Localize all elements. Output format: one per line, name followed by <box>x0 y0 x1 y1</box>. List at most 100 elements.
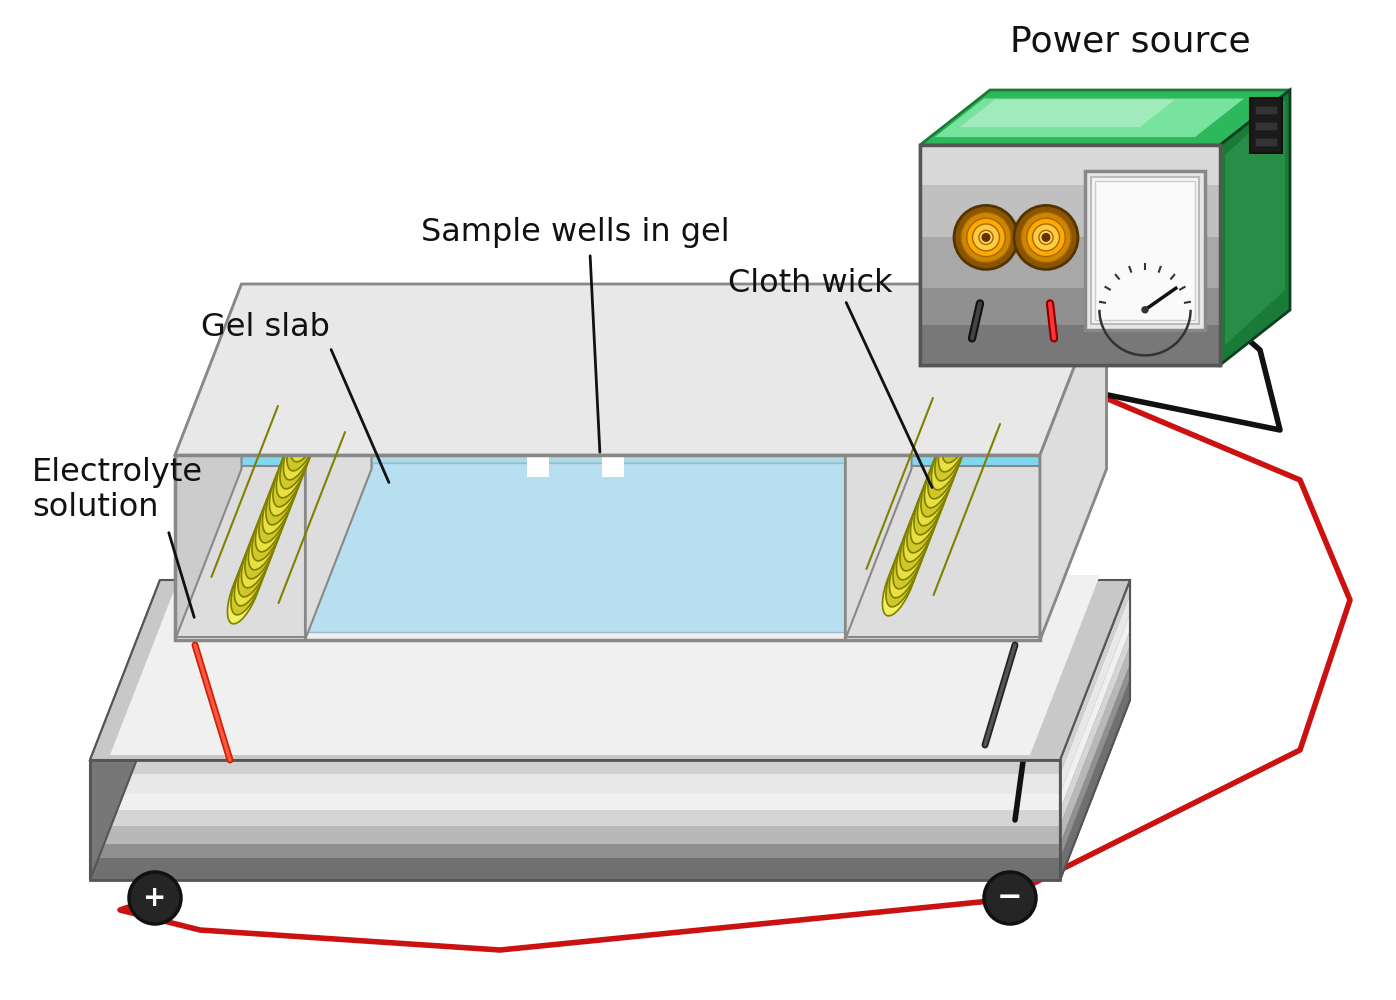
Ellipse shape <box>290 394 325 462</box>
Polygon shape <box>526 449 549 477</box>
Ellipse shape <box>889 530 924 598</box>
Ellipse shape <box>262 466 297 534</box>
Ellipse shape <box>244 511 281 579</box>
Polygon shape <box>603 449 624 477</box>
Polygon shape <box>526 426 549 454</box>
Polygon shape <box>174 284 1107 455</box>
Bar <box>1085 171 1205 330</box>
Ellipse shape <box>281 421 315 489</box>
Polygon shape <box>603 433 624 461</box>
Ellipse shape <box>903 494 938 562</box>
Polygon shape <box>526 441 549 469</box>
Polygon shape <box>242 309 371 469</box>
Ellipse shape <box>896 512 931 580</box>
Polygon shape <box>920 145 1220 365</box>
Polygon shape <box>845 466 1107 637</box>
Text: Cloth wick: Cloth wick <box>727 267 892 298</box>
Bar <box>1094 181 1195 320</box>
Circle shape <box>1020 212 1071 262</box>
Polygon shape <box>526 433 549 461</box>
Ellipse shape <box>935 413 970 481</box>
Polygon shape <box>304 284 371 640</box>
Ellipse shape <box>949 377 984 445</box>
Polygon shape <box>174 309 371 480</box>
Bar <box>920 288 1220 325</box>
Polygon shape <box>912 309 1107 469</box>
Polygon shape <box>935 99 1244 137</box>
Polygon shape <box>89 786 1060 808</box>
Ellipse shape <box>945 386 980 454</box>
Bar <box>1255 138 1277 146</box>
Ellipse shape <box>914 467 949 535</box>
Circle shape <box>1142 307 1148 313</box>
Circle shape <box>1039 230 1053 244</box>
Polygon shape <box>89 826 1060 844</box>
Polygon shape <box>1060 678 1129 880</box>
Ellipse shape <box>931 422 966 490</box>
Polygon shape <box>603 426 624 454</box>
Polygon shape <box>89 866 1060 880</box>
Polygon shape <box>89 774 1060 794</box>
Polygon shape <box>174 284 242 640</box>
Text: Gel slab: Gel slab <box>201 312 329 342</box>
Ellipse shape <box>938 404 973 472</box>
Polygon shape <box>89 850 1060 866</box>
Polygon shape <box>89 830 1060 850</box>
Polygon shape <box>110 575 1100 755</box>
Polygon shape <box>89 844 1060 858</box>
Ellipse shape <box>893 521 928 589</box>
Circle shape <box>983 234 990 241</box>
Ellipse shape <box>942 395 977 463</box>
Ellipse shape <box>295 385 329 453</box>
Circle shape <box>1033 224 1060 251</box>
Circle shape <box>128 872 181 924</box>
Ellipse shape <box>910 476 945 544</box>
Circle shape <box>1013 205 1078 269</box>
Ellipse shape <box>283 412 318 480</box>
Ellipse shape <box>907 485 942 553</box>
Text: −: − <box>997 884 1023 912</box>
Polygon shape <box>174 480 304 640</box>
Ellipse shape <box>237 529 274 597</box>
Polygon shape <box>174 284 371 455</box>
Polygon shape <box>845 284 912 640</box>
Ellipse shape <box>251 493 288 561</box>
Bar <box>920 237 1220 288</box>
Polygon shape <box>89 760 1060 774</box>
Polygon shape <box>1060 594 1129 794</box>
Polygon shape <box>89 808 1060 830</box>
Ellipse shape <box>900 503 935 571</box>
Circle shape <box>967 218 1005 257</box>
Bar <box>1255 106 1277 114</box>
Ellipse shape <box>921 449 956 517</box>
Bar <box>1255 122 1277 130</box>
Polygon shape <box>1226 100 1284 345</box>
Polygon shape <box>89 580 1129 760</box>
Circle shape <box>1043 234 1050 241</box>
Circle shape <box>973 224 1000 251</box>
Polygon shape <box>920 90 1290 145</box>
Ellipse shape <box>276 430 311 498</box>
Ellipse shape <box>235 538 269 606</box>
Bar <box>1092 177 1199 324</box>
Polygon shape <box>304 463 845 632</box>
Circle shape <box>984 872 1036 924</box>
Polygon shape <box>1060 580 1129 880</box>
Polygon shape <box>89 580 161 880</box>
Text: Power source: Power source <box>1009 25 1251 59</box>
Polygon shape <box>89 858 1060 880</box>
Text: Sample wells in gel: Sample wells in gel <box>420 218 729 248</box>
Polygon shape <box>845 284 1107 455</box>
Ellipse shape <box>274 439 309 507</box>
Ellipse shape <box>269 448 304 516</box>
Ellipse shape <box>288 403 322 471</box>
Ellipse shape <box>228 556 262 624</box>
Ellipse shape <box>242 520 276 588</box>
Text: +: + <box>144 884 166 912</box>
Polygon shape <box>89 810 1060 826</box>
Ellipse shape <box>267 457 302 525</box>
Bar <box>920 145 1220 185</box>
Polygon shape <box>603 441 624 469</box>
Circle shape <box>960 212 1011 262</box>
Ellipse shape <box>917 458 952 526</box>
